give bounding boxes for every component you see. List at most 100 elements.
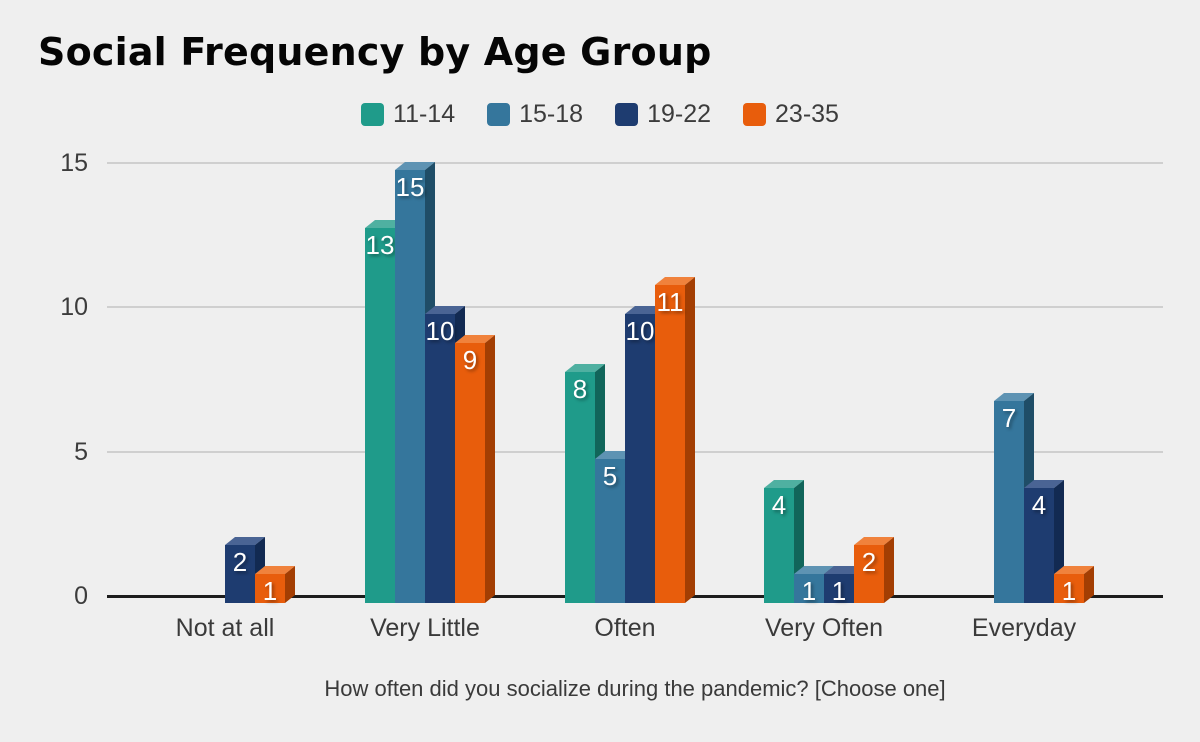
bar-value-label: 8	[572, 374, 588, 404]
y-tick-label: 10	[60, 293, 88, 321]
bar-value-label: 2	[232, 547, 248, 577]
bar-23-35-Very Often: 2	[854, 537, 894, 603]
legend-item-11-14: 11-14	[361, 100, 455, 129]
y-tick-label: 5	[74, 438, 88, 466]
bar-front-face	[565, 372, 595, 603]
bar-side-face	[1084, 566, 1094, 603]
legend-swatch-icon	[743, 102, 767, 126]
legend-swatch-icon	[487, 102, 511, 126]
bar-front-face	[395, 170, 425, 603]
bar-top-face	[1054, 566, 1094, 574]
legend-swatch-icon	[615, 102, 639, 126]
bar-15-18-Everyday: 7	[994, 393, 1034, 603]
x-category-label: Not at all	[175, 614, 275, 642]
x-category-label: Everyday	[971, 614, 1077, 642]
bar-19-22-Very Often: 1	[824, 566, 864, 606]
bar-top-face	[565, 364, 605, 372]
bar-23-35-Very Little: 9	[455, 335, 495, 603]
bar-19-22-Everyday: 4	[1024, 480, 1064, 603]
bar-side-face	[884, 537, 894, 603]
bar-value-label: 11	[656, 287, 684, 317]
bar-top-face	[365, 220, 405, 228]
bar-top-face	[455, 335, 495, 343]
bar-top-face	[595, 451, 635, 459]
bar-front-face	[255, 574, 285, 603]
legend-label: 23-35	[775, 99, 839, 128]
bar-top-face	[854, 537, 894, 545]
legend-item-23-35: 23-35	[743, 100, 839, 129]
bar-front-face	[854, 545, 884, 603]
bar-front-face	[595, 459, 625, 603]
y-tick-label: 0	[74, 582, 88, 610]
bar-front-face	[365, 228, 395, 603]
bar-front-face	[1024, 488, 1054, 603]
bar-19-22-Very Little: 10	[425, 306, 465, 603]
bar-value-label: 13	[365, 230, 395, 260]
legend-item-15-18: 15-18	[487, 100, 583, 129]
x-category-label: Very Little	[370, 614, 480, 642]
x-category-label: Often	[594, 614, 656, 642]
bar-23-35-Often: 11	[655, 277, 695, 603]
bar-front-face	[655, 285, 685, 603]
bar-front-face	[625, 314, 655, 603]
legend-label: 11-14	[393, 99, 456, 128]
bar-value-label: 1	[831, 576, 847, 606]
bar-value-label: 1	[262, 576, 278, 606]
bar-front-face	[994, 401, 1024, 603]
bar-top-face	[225, 537, 265, 545]
bar-value-label: 4	[771, 490, 787, 520]
bar-front-face	[794, 574, 824, 603]
y-tick-label: 15	[60, 149, 88, 177]
bar-value-label: 15	[395, 172, 425, 202]
bar-value-label: 10	[625, 316, 655, 346]
bar-value-label: 5	[602, 461, 618, 491]
bar-front-face	[225, 545, 255, 603]
x-category-label: Very Often	[764, 614, 884, 642]
bar-value-label: 2	[861, 547, 877, 577]
bar-value-label: 9	[462, 345, 478, 375]
bar-15-18-Often: 5	[595, 451, 635, 603]
bar-front-face	[1054, 574, 1084, 603]
bar-front-face	[455, 343, 485, 603]
bar-top-face	[655, 277, 695, 285]
bar-top-face	[255, 566, 295, 574]
bar-front-face	[425, 314, 455, 603]
bar-19-22-Not at all: 2	[225, 537, 265, 603]
bar-19-22-Often: 10	[625, 306, 665, 603]
bar-value-label: 7	[1001, 403, 1017, 433]
bar-value-label: 1	[1061, 576, 1077, 606]
bar-top-face	[1024, 480, 1064, 488]
bar-top-face	[625, 306, 665, 314]
bar-11-14-Often: 8	[565, 364, 605, 603]
legend-label: 19-22	[647, 99, 712, 128]
chart-title: Social Frequency by Age Group	[38, 30, 712, 74]
bar-top-face	[395, 162, 435, 170]
bar-15-18-Very Little: 15	[395, 162, 435, 603]
legend: 11-14 15-18 19-22 23-35	[0, 98, 1200, 130]
bar-side-face	[794, 480, 804, 603]
legend-swatch-icon	[361, 102, 385, 126]
legend-label: 15-18	[519, 99, 584, 128]
bar-11-14-Very Little: 13	[365, 220, 405, 603]
bar-front-face	[824, 574, 854, 603]
bar-15-18-Very Often: 1	[794, 566, 834, 606]
bar-front-face	[764, 488, 794, 603]
x-axis-title: How often did you socialize during the p…	[324, 676, 946, 701]
bar-top-face	[764, 480, 804, 488]
bar-top-face	[794, 566, 834, 574]
bar-side-face	[285, 566, 295, 603]
bar-top-face	[425, 306, 465, 314]
bar-side-face	[1054, 480, 1064, 603]
gridline-15	[107, 162, 1163, 164]
bar-side-face	[685, 277, 695, 603]
bar-23-35-Not at all: 1	[255, 566, 295, 606]
bar-23-35-Everyday: 1	[1054, 566, 1094, 606]
bar-11-14-Very Often: 4	[764, 480, 804, 603]
legend-item-19-22: 19-22	[615, 100, 711, 129]
bar-top-face	[824, 566, 864, 574]
bar-value-label: 4	[1031, 490, 1047, 520]
bar-top-face	[994, 393, 1034, 401]
bar-value-label: 10	[425, 316, 455, 346]
